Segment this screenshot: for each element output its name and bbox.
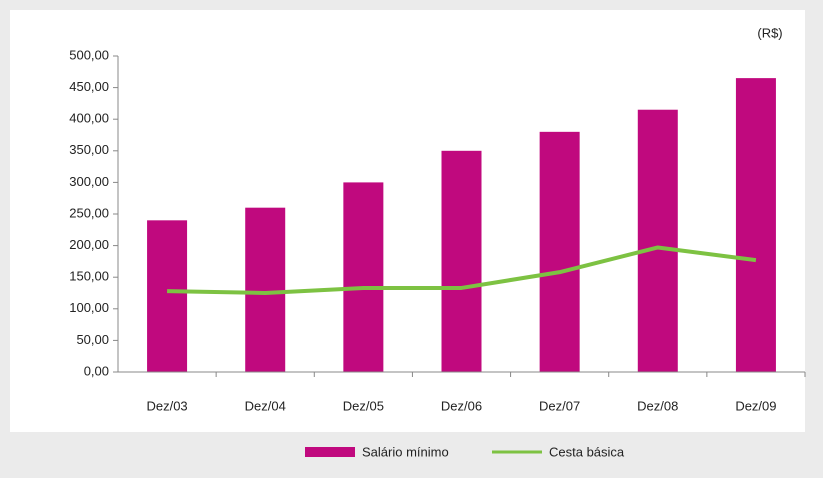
y-tick-label: 300,00 <box>69 174 109 189</box>
bar <box>147 220 188 372</box>
x-tick-label: Dez/05 <box>343 398 384 413</box>
x-tick-label: Dez/06 <box>441 398 482 413</box>
y-tick-label: 400,00 <box>69 111 109 126</box>
y-tick-label: 250,00 <box>69 205 109 220</box>
y-tick-label: 50,00 <box>76 332 109 347</box>
legend-label: Salário mínimo <box>362 444 449 459</box>
bar <box>539 131 580 372</box>
line <box>167 245 757 295</box>
bar <box>343 182 384 372</box>
unit-label: (R$) <box>757 25 782 40</box>
bar <box>735 78 776 373</box>
x-tick-label: Dez/09 <box>735 398 776 413</box>
legend-label: Cesta básica <box>549 444 625 459</box>
y-tick-label: 0,00 <box>84 363 109 378</box>
plot-background <box>10 10 805 432</box>
y-tick-label: 150,00 <box>69 269 109 284</box>
y-tick-label: 350,00 <box>69 142 109 157</box>
bar <box>441 150 482 372</box>
bar <box>245 207 286 372</box>
legend-swatch <box>305 447 355 457</box>
y-tick-label: 500,00 <box>69 47 109 62</box>
y-tick-label: 200,00 <box>69 237 109 252</box>
x-tick-label: Dez/08 <box>637 398 678 413</box>
bar <box>637 109 678 372</box>
y-tick-label: 450,00 <box>69 79 109 94</box>
x-tick-label: Dez/07 <box>539 398 580 413</box>
x-tick-label: Dez/04 <box>245 398 286 413</box>
y-tick-label: 100,00 <box>69 300 109 315</box>
x-tick-label: Dez/03 <box>146 398 187 413</box>
